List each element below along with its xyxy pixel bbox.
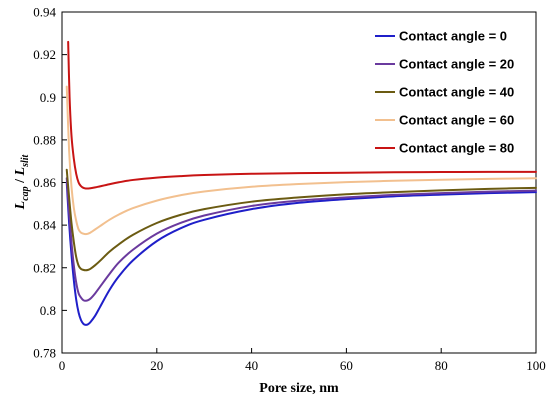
series-line-1 [65,177,537,302]
x-axis-title: Pore size, nm [259,381,339,396]
x-tick-label: 100 [526,358,546,373]
y-tick-label: 0.8 [40,303,56,318]
series-line-4 [67,40,537,190]
x-tick-label: 20 [150,358,163,373]
x-tick-label: 0 [59,358,66,373]
series-lines [65,40,537,326]
y-tick-label: 0.86 [33,175,56,190]
y-axis-title-part: / [13,175,28,186]
legend-label-1: Contact angle = 20 [399,57,514,72]
series-line-0 [65,181,537,326]
x-tick-label: 60 [340,358,353,373]
y-tick-label: 0.88 [33,132,56,147]
legend-label-3: Contact angle = 60 [399,113,514,128]
y-tick-label: 0.92 [33,47,56,62]
y-axis-title: Lcap / Lslit [13,153,31,210]
legend-label-0: Contact angle = 0 [399,29,507,44]
y-tick-label: 0.9 [40,90,56,105]
legend: Contact angle = 0 Contact angle = 20 Conta… [375,29,514,156]
y-axis-title-part: cap [20,186,31,200]
legend-label-4: Contact angle = 80 [399,141,514,156]
x-tick-label: 80 [435,358,448,373]
y-axis-title-part: L [13,167,28,177]
y-axis-title-part: slit [20,153,31,167]
series-line-3 [65,85,537,236]
x-tick-label: 40 [245,358,258,373]
y-tick-label: 0.82 [33,260,56,275]
y-axis-title-part: L [13,201,28,211]
ticks: 0 20 40 60 80 100 0.78 0.8 0.82 0.84 0.86 0.88 0.9 0.… [33,5,546,374]
series-line-2 [65,168,537,272]
y-tick-label: 0.84 [33,218,56,233]
legend-label-2: Contact angle = 40 [399,85,514,100]
y-tick-label: 0.78 [33,346,56,361]
y-tick-label: 0.94 [33,5,56,20]
